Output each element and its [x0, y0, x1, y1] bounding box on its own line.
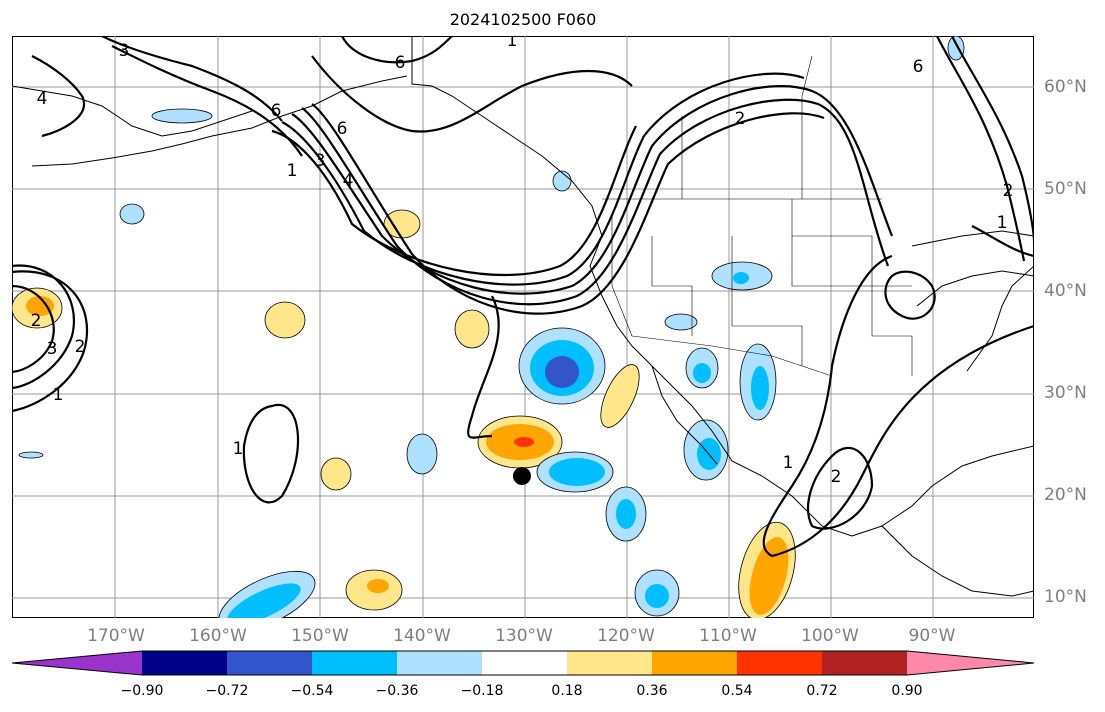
colorbar-tick: −0.36 [375, 683, 419, 699]
lon-label: 150°W [291, 626, 349, 646]
shade-blob [693, 363, 711, 383]
colorbar-segment [227, 651, 312, 675]
shade-blob [227, 583, 301, 618]
colorbar-segment [397, 651, 482, 675]
shaded-fields [12, 36, 965, 618]
lat-label: 40°N [1044, 281, 1087, 301]
colorbar-segment [822, 651, 907, 675]
shade-blob [751, 366, 769, 410]
contour-label: 2 [75, 337, 86, 357]
contour-label: 1 [783, 453, 794, 473]
lat-label: 60°N [1044, 77, 1087, 97]
shade-blob [749, 537, 789, 615]
storm-marker [513, 467, 531, 485]
shade-blob [664, 313, 698, 331]
colorbar-tick: 0.90 [891, 683, 923, 699]
contour-labels: 3 6 6 2 4 1 3 6 4 2 1 3 2 1 1 1 2 1 2 6 [31, 36, 1014, 487]
shade-blob [119, 203, 145, 225]
colorbar-tick: 0.72 [806, 683, 838, 699]
colorbar-tick: −0.90 [120, 683, 164, 699]
contour-label: 1 [233, 439, 244, 459]
contour-label: 2 [1003, 181, 1014, 201]
shade-blob [320, 457, 352, 491]
colorbar-tick: 0.18 [551, 683, 583, 699]
contour-label: 6 [913, 57, 924, 77]
colorbar-segment [12, 651, 142, 675]
lon-label: 110°W [699, 626, 757, 646]
shade-blob [549, 458, 605, 486]
lat-label: 10°N [1044, 587, 1087, 607]
shade-blob [552, 170, 572, 192]
shade-blob [600, 364, 640, 428]
lon-label: 160°W [189, 626, 247, 646]
contour-label: 3 [119, 41, 130, 61]
shade-blob [733, 272, 749, 284]
lon-label: 140°W [393, 626, 451, 646]
shade-blob [151, 108, 213, 124]
contour-label: 2 [735, 109, 746, 129]
lon-label: 120°W [597, 626, 655, 646]
contour-label: 2 [31, 311, 42, 331]
lon-label: 100°W [801, 626, 859, 646]
contour-label: 6 [395, 53, 406, 73]
colorbar-segment [482, 651, 567, 675]
contour-label: 1 [287, 161, 298, 181]
lon-label: 130°W [495, 626, 553, 646]
colorbar-tick: −0.18 [460, 683, 504, 699]
shade-blob [616, 499, 636, 529]
lat-label: 30°N [1044, 383, 1087, 403]
contour-label: 6 [271, 101, 282, 121]
contour-label: 3 [47, 339, 58, 359]
shade-blob [406, 433, 438, 475]
colorbar-segment [567, 651, 652, 675]
shade-blob [26, 296, 54, 316]
shade-blob [18, 451, 44, 459]
contour-label: 3 [315, 151, 326, 171]
colorbar-tick: −0.72 [205, 683, 249, 699]
shade-blob [514, 437, 534, 447]
colorbar-segment [652, 651, 737, 675]
shade-blob [454, 309, 490, 349]
lon-label: 170°W [87, 626, 145, 646]
contour-label: 1 [53, 385, 64, 405]
colorbar-tick: 0.54 [721, 683, 753, 699]
shade-blob [947, 36, 965, 61]
contour-label: 2 [831, 467, 842, 487]
colorbar-tick: −0.54 [290, 683, 334, 699]
colorbar-outline [12, 650, 1035, 676]
colorbar [12, 650, 1035, 676]
colorbar-tick: 0.36 [636, 683, 668, 699]
lon-label: 90°W [908, 626, 956, 646]
contours [12, 36, 1034, 558]
map-canvas: 3 6 6 2 4 1 3 6 4 2 1 3 2 1 1 1 2 1 2 6 [12, 36, 1034, 618]
lat-label: 50°N [1044, 179, 1087, 199]
colorbar-segment [312, 651, 397, 675]
colorbar-segment [907, 651, 1034, 675]
shade-blob [645, 584, 669, 608]
shade-blob [367, 579, 389, 593]
colorbar-segment [737, 651, 822, 675]
graticule [12, 36, 1034, 618]
contour-label: 6 [337, 119, 348, 139]
map-title: 2024102500 F060 [449, 10, 597, 29]
contour-label: 1 [997, 213, 1008, 233]
contour-label: 4 [343, 171, 354, 191]
shade-blob [264, 301, 306, 339]
colorbar-segment [142, 651, 227, 675]
shade-blob [545, 356, 579, 388]
lat-label: 20°N [1044, 485, 1087, 505]
contour-label: 4 [37, 89, 48, 109]
contour-label: 1 [507, 36, 518, 51]
